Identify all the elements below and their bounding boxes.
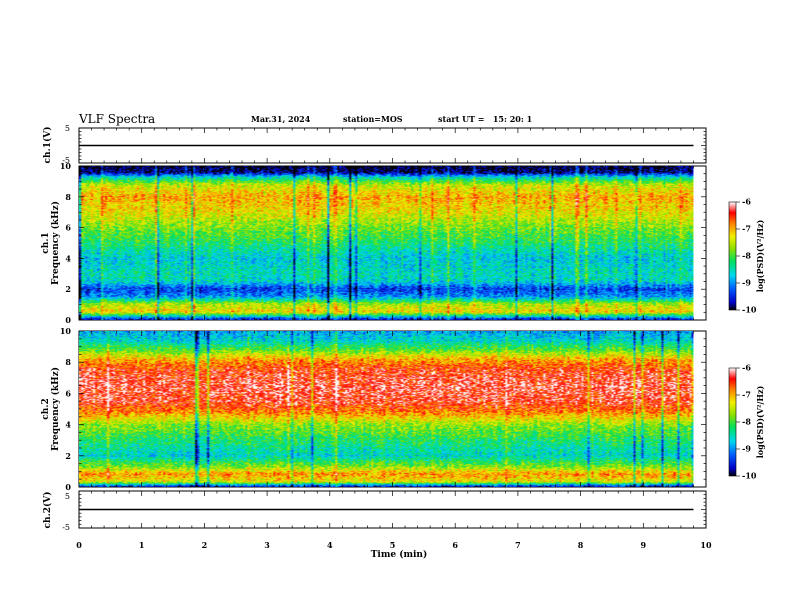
ch2-colorbar: -6 -7 -8 -9 -10 log(PSD)(V²/Hz): [728, 363, 765, 481]
ch2-spec-ylabel-frequency: Frequency (kHz): [50, 367, 61, 451]
x-tick-label: 3: [264, 540, 270, 550]
ch1-spec-ylabel-frequency: Frequency (kHz): [50, 201, 61, 285]
ch1-colorbar-label: log(PSD)(V²/Hz): [755, 220, 765, 293]
colorbar-tick-label: -9: [742, 278, 751, 288]
y-tick-label: 6: [65, 223, 71, 233]
ch2-voltage-ylabel: ch.2(V): [42, 492, 53, 529]
y-tick-label: 2: [65, 451, 71, 461]
ch2-spectrogram-panel: 0 2 4 6 8 10 ch.2 Frequency (kHz): [41, 326, 707, 492]
ch1-voltage-panel: 5 -5 ch.1(V): [42, 124, 707, 165]
time-axis: 0 1 2 3 4 5 6 7 8 9 10: [76, 540, 712, 550]
colorbar-tick-label: -10: [742, 305, 757, 315]
x-tick-label: 5: [390, 540, 396, 550]
ch2-voltage-panel: 5 -5 ch.2(V): [42, 490, 707, 532]
y-tick-label: 10: [60, 326, 72, 336]
ch1-voltage-ylabel: ch.1(V): [42, 127, 53, 164]
x-tick-label: 8: [578, 540, 584, 550]
x-tick-label: 6: [452, 540, 458, 550]
colorbar-tick-label: -9: [742, 444, 751, 454]
ch1-ytick-bottom: -5: [62, 156, 70, 165]
x-tick-label: 4: [327, 540, 333, 550]
ch2-ytick-top: 5: [65, 492, 70, 501]
y-tick-label: 4: [65, 253, 71, 263]
ch2-ytick-bottom: -5: [62, 523, 70, 532]
colorbar-tick-label: -6: [742, 363, 751, 373]
ch2-colorbar-label: log(PSD)(V²/Hz): [755, 386, 765, 459]
colorbar-tick-label: -10: [742, 471, 757, 481]
ch2-spectrogram-image: [79, 331, 694, 487]
ch1-ytick-top: 5: [65, 124, 70, 133]
ch2-spec-ylabel-channel: ch.2: [41, 398, 51, 419]
x-tick-label: 1: [139, 540, 145, 550]
ch1-spectrogram-image: [79, 166, 694, 320]
figure-title: VLF Spectra: [78, 112, 155, 126]
ch1-colorbar: -6 -7 -8 -9 -10 log(PSD)(V²/Hz): [728, 197, 765, 315]
x-tick-label: 2: [202, 540, 208, 550]
y-tick-label: 2: [65, 284, 71, 294]
y-tick-label: 4: [65, 420, 71, 430]
x-tick-label: 0: [76, 540, 82, 550]
station-label: station=MOS: [343, 114, 403, 124]
y-tick-label: 0: [65, 482, 71, 492]
x-tick-label: 9: [641, 540, 647, 550]
date-label: Mar.31, 2024: [251, 114, 311, 124]
x-axis-label: Time (min): [371, 549, 428, 560]
colorbar-tick-label: -7: [742, 224, 751, 234]
colorbar-tick-label: -8: [742, 251, 751, 261]
y-tick-label: 0: [65, 315, 71, 325]
y-tick-label: 8: [65, 192, 71, 202]
y-tick-label: 6: [65, 388, 71, 398]
x-tick-label: 7: [515, 540, 521, 550]
y-tick-label: 10: [60, 161, 72, 171]
ch1-spec-ylabel-channel: ch.1: [41, 232, 51, 253]
colorbar-tick-label: -7: [742, 390, 751, 400]
ch1-spectrogram-panel: 0 2 4 6 8 10 ch.1 Frequency (kHz): [41, 161, 707, 325]
colorbar-tick-label: -8: [742, 417, 751, 427]
x-tick-label: 10: [700, 540, 712, 550]
start-time-label: start UT = 15: 20: 1: [438, 114, 532, 124]
y-tick-label: 8: [65, 357, 71, 367]
colorbar-tick-label: -6: [742, 197, 751, 207]
